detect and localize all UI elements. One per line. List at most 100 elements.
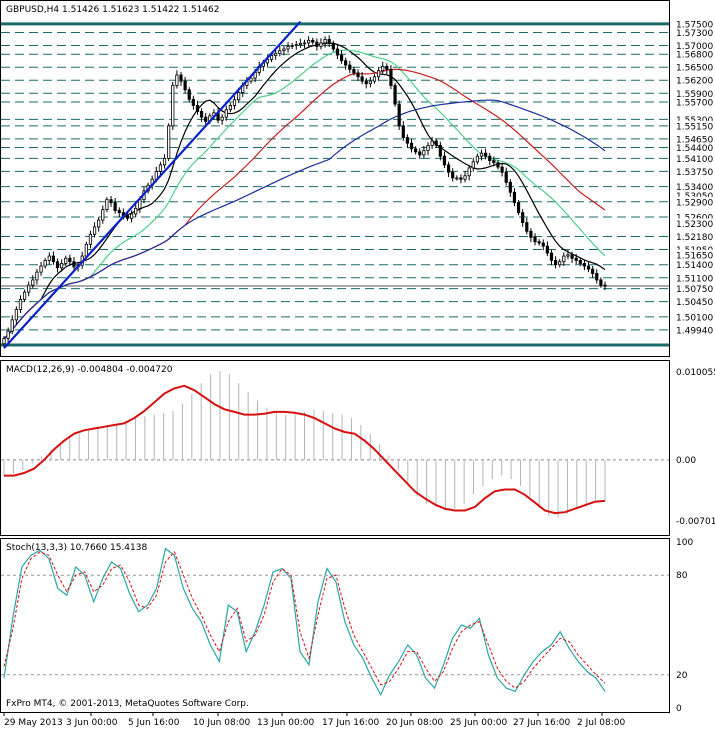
candle-body: [22, 291, 27, 300]
time-tick-label: 20 Jun 08:00: [386, 718, 443, 728]
price-label: 1.54400: [676, 144, 713, 154]
candle-body: [586, 265, 591, 270]
price-label: 1.53400: [676, 183, 713, 193]
candle-body: [171, 85, 175, 127]
candle-body: [360, 76, 364, 82]
candle-body: [88, 233, 93, 245]
candle-body: [348, 64, 352, 70]
candle-body: [504, 171, 508, 183]
price-label: 1.57000: [676, 42, 713, 52]
macd-signal-line: [4, 384, 606, 515]
price-label: 1.52600: [676, 213, 713, 223]
price-label: 1.54650: [676, 135, 713, 145]
candle-body: [60, 263, 64, 269]
price-label: 1.51100: [676, 274, 713, 284]
candle-body: [101, 209, 105, 221]
candle-body: [335, 48, 340, 56]
candle-body: [199, 111, 204, 118]
candle-body: [232, 99, 237, 106]
price-label: 1.53750: [676, 168, 713, 178]
candle-body: [459, 177, 463, 180]
candle-body: [446, 164, 451, 173]
price-panel-frame: [0, 0, 670, 357]
candle-body: [179, 74, 183, 82]
candle-body: [51, 255, 55, 263]
candle-body: [521, 212, 525, 224]
candle-body: [385, 65, 389, 70]
candle-body: [97, 219, 101, 228]
candle-body: [2, 338, 6, 345]
stoch-signal-line: [3, 551, 606, 689]
candle-body: [92, 226, 97, 235]
candle-body: [224, 109, 228, 118]
candle-body: [55, 261, 60, 269]
price-label-bg: [672, 231, 714, 242]
candle-body: [566, 254, 570, 257]
price-label-bg: [672, 75, 714, 86]
price-gridlines: [1, 22, 669, 347]
price-label: 1.50750: [676, 285, 713, 295]
ma-blue-line: [3, 99, 606, 339]
price-label-bg: [672, 283, 714, 294]
ma-black-line: [3, 42, 606, 339]
time-tick-label: 5 Jun 16:00: [128, 718, 180, 728]
price-label: 1.56200: [676, 77, 713, 87]
candle-body: [430, 140, 434, 146]
price-label-bg: [672, 142, 714, 153]
time-tick-label: 2 Jul 08:00: [577, 718, 626, 728]
price-label-bg: [672, 272, 714, 283]
price-label: 1.57300: [676, 29, 713, 39]
macd-label: MACD(12,26,9) -0.004804 -0.004720: [6, 365, 173, 375]
price-label-bg: [672, 153, 714, 164]
candle-body: [356, 72, 360, 78]
candle-body: [64, 257, 68, 264]
candle-body: [558, 261, 562, 266]
price-label: 1.52300: [676, 220, 713, 230]
price-label-bg: [672, 18, 714, 29]
candle-body: [545, 245, 549, 254]
candle-body: [401, 125, 405, 138]
ma-green-line: [36, 49, 606, 304]
price-label-bg: [672, 133, 714, 144]
candle-body: [109, 199, 113, 204]
candle-body: [125, 215, 130, 219]
trendline-layer[interactable]: [3, 20, 302, 349]
time-tick-label: 25 Jun 00:00: [450, 718, 507, 728]
candle-body: [418, 151, 422, 156]
candle-body: [405, 137, 410, 144]
price-label-bg: [672, 311, 714, 322]
price-label-bg: [672, 88, 714, 99]
price-label: 1.55150: [676, 122, 713, 132]
candle-body: [414, 148, 418, 153]
candle-body: [484, 152, 488, 157]
candle-body: [331, 42, 335, 50]
candle-body: [381, 65, 385, 72]
candle-body: [562, 255, 566, 263]
candle-body: [113, 202, 117, 211]
price-label-bg: [672, 40, 714, 51]
price-label: 1.52180: [676, 233, 713, 243]
candle-body: [475, 155, 479, 163]
time-tick-label: 3 Jun 00:00: [66, 718, 118, 728]
candle-body: [175, 74, 179, 86]
candle-body: [298, 42, 302, 46]
candle-body: [455, 177, 459, 180]
candle-body: [302, 42, 307, 45]
candle-body: [327, 39, 331, 44]
candle-body: [591, 268, 595, 274]
candle-body: [286, 45, 290, 50]
candle-body: [442, 155, 447, 166]
price-label: 1.54100: [676, 155, 713, 165]
candle-body: [323, 39, 327, 44]
candle-body: [409, 142, 414, 150]
candle-body: [31, 279, 35, 286]
candle-body: [434, 140, 438, 146]
candle-body: [315, 41, 319, 47]
price-label: 1.51400: [676, 261, 713, 271]
price-label-bg: [672, 120, 714, 131]
candle-body: [582, 263, 587, 267]
candle-body: [14, 309, 18, 321]
